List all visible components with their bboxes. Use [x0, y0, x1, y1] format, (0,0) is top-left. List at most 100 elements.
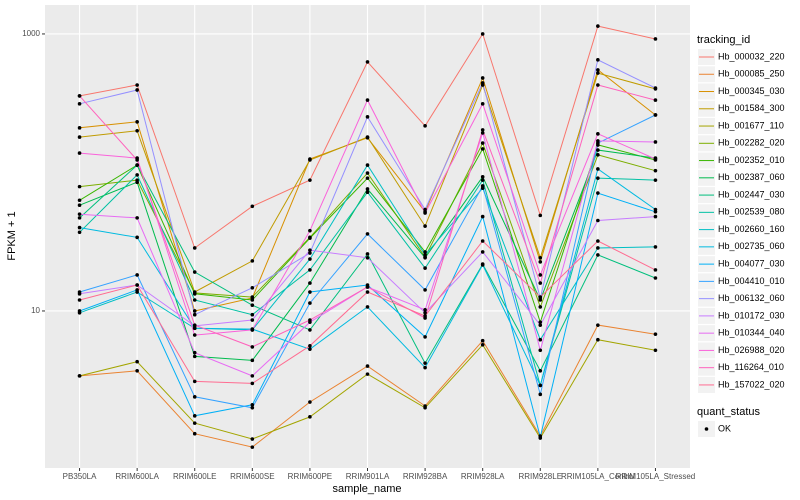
data-point: [365, 190, 370, 195]
data-point: [135, 88, 139, 92]
legend-label: Hb_116264_010: [718, 362, 784, 372]
data-point: [135, 120, 139, 124]
data-point: [480, 32, 485, 36]
data-point: [77, 203, 82, 208]
data-point: [308, 248, 312, 252]
y-axis-title: FPKM + 1: [6, 211, 18, 260]
data-point: [480, 184, 485, 188]
legend-label: Hb_004410_010: [718, 276, 785, 286]
data-point: [538, 383, 543, 388]
data-point: [135, 180, 139, 185]
data-point: [135, 83, 139, 87]
data-point: [596, 323, 600, 327]
legend-label: OK: [718, 423, 731, 433]
data-point: [308, 400, 312, 404]
data-point: [250, 445, 255, 449]
data-point: [192, 350, 197, 355]
data-point: [192, 395, 197, 399]
data-point: [135, 128, 139, 133]
data-point: [653, 348, 658, 353]
legend-label: Hb_000085_250: [718, 69, 785, 79]
data-point: [250, 328, 255, 332]
data-point: [135, 368, 139, 373]
legend-label: Hb_004077_030: [718, 258, 785, 268]
data-point: [250, 318, 255, 322]
data-point: [250, 259, 255, 263]
data-point: [653, 113, 658, 117]
data-point: [365, 372, 370, 376]
data-point: [653, 245, 658, 249]
x-tick-label: RRIM600LA: [115, 472, 159, 481]
data-point: [596, 239, 600, 243]
data-point: [135, 163, 139, 167]
data-point: [250, 437, 255, 441]
data-point: [596, 58, 600, 62]
legend-label: Hb_006132_060: [718, 293, 785, 303]
data-point: [192, 309, 197, 313]
data-point: [653, 140, 658, 144]
data-point: [77, 198, 82, 203]
legend-point: [704, 427, 709, 431]
data-point: [308, 268, 312, 272]
data-point: [596, 71, 600, 75]
data-point: [480, 214, 485, 219]
data-point: [538, 392, 543, 397]
data-point: [308, 228, 312, 233]
x-tick-label: RRIM105LA_Control: [561, 472, 635, 481]
data-point: [135, 235, 139, 240]
data-point: [135, 273, 139, 277]
data-point: [596, 246, 600, 250]
data-point: [77, 225, 82, 230]
data-point: [77, 212, 82, 216]
data-point: [77, 135, 82, 139]
data-point: [77, 102, 82, 106]
data-point: [423, 361, 427, 365]
data-point: [250, 312, 255, 317]
data-point: [308, 251, 312, 255]
data-point: [250, 374, 255, 378]
legend-label: Hb_157022_020: [718, 379, 785, 389]
legend-title: tracking_id: [697, 34, 750, 46]
y-tick-label: 1000: [22, 29, 40, 38]
data-point: [596, 139, 600, 143]
legend-label: Hb_026988_020: [718, 345, 785, 355]
data-point: [653, 214, 658, 219]
data-point: [135, 283, 139, 287]
data-point: [308, 318, 312, 322]
legend-label: Hb_002735_060: [718, 241, 785, 251]
data-point: [480, 178, 485, 182]
data-point: [365, 305, 370, 309]
data-point: [538, 295, 543, 299]
data-point: [596, 68, 600, 72]
data-point: [423, 211, 427, 215]
legend-label: Hb_002660_160: [718, 224, 785, 234]
data-point: [596, 167, 600, 171]
data-point: [365, 115, 370, 119]
data-point: [365, 364, 370, 368]
data-point: [77, 216, 82, 220]
data-point: [653, 178, 658, 182]
data-point: [480, 338, 485, 343]
data-point: [538, 348, 543, 353]
legend-label: Hb_002352_010: [718, 155, 785, 165]
data-point: [596, 24, 600, 28]
data-point: [653, 98, 658, 102]
legend-label: Hb_002447_030: [718, 189, 785, 199]
data-point: [480, 147, 485, 151]
data-point: [653, 268, 658, 272]
data-point: [423, 405, 427, 410]
legend-label: Hb_002387_060: [718, 172, 785, 182]
data-point: [77, 230, 82, 235]
data-point: [653, 332, 658, 336]
data-point: [365, 285, 370, 289]
data-point: [308, 415, 312, 419]
data-point: [365, 98, 370, 102]
data-point: [250, 405, 255, 410]
data-point: [77, 298, 82, 302]
data-point: [596, 191, 600, 195]
data-point: [538, 337, 543, 342]
data-point: [423, 311, 427, 315]
data-point: [596, 132, 600, 136]
data-point: [365, 256, 370, 260]
